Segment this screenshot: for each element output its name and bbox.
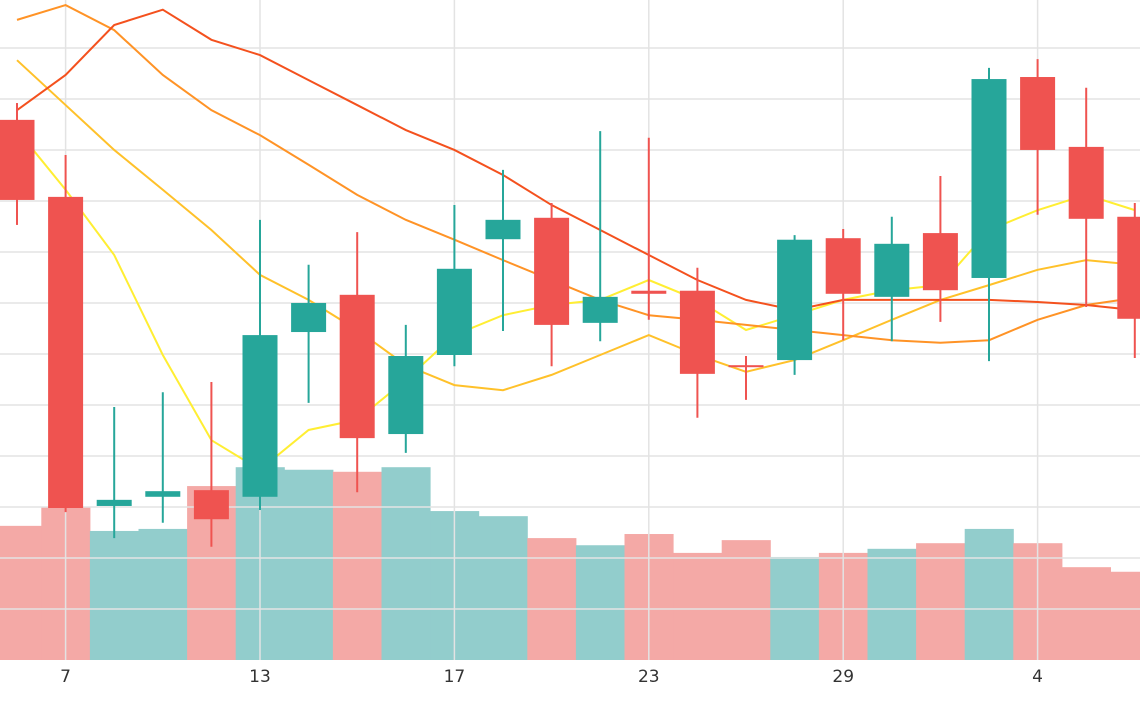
candle-body [388, 356, 424, 435]
candle-body [339, 294, 375, 439]
candle-body [777, 239, 813, 361]
x-tick-label: 23 [638, 667, 660, 687]
volume-bar [1061, 567, 1111, 660]
volume-bar [138, 528, 188, 660]
candle-body [1020, 77, 1056, 150]
candle-body [1117, 216, 1140, 319]
candle-body [436, 268, 472, 355]
candle-body [679, 290, 715, 374]
x-tick-label: 29 [832, 667, 854, 687]
candle-body [242, 335, 278, 497]
candle-body [825, 238, 861, 294]
candle-body [1068, 146, 1104, 219]
candle-body [728, 365, 764, 368]
volume-bar [527, 538, 577, 660]
candle-body [96, 499, 132, 506]
volume-bar [332, 471, 382, 660]
volume-bar [964, 528, 1014, 660]
volume-bar [575, 545, 625, 660]
candle-body [922, 233, 958, 291]
candle-body [193, 490, 229, 520]
x-tick-label: 4 [1032, 667, 1043, 687]
ma-line [16, 8, 1135, 312]
candle-body [48, 196, 84, 509]
candle-body [631, 290, 667, 294]
candle-body [291, 302, 327, 333]
x-tick-label: 17 [444, 667, 466, 687]
candle-body [485, 219, 521, 240]
candle-body [534, 217, 570, 325]
candle-body [874, 243, 910, 297]
volume-bar [721, 540, 771, 660]
volume-bar [1110, 571, 1140, 660]
volume-bar [478, 516, 528, 660]
candle-body [582, 296, 618, 323]
volume-bar [673, 552, 723, 660]
volume-bar [867, 548, 917, 660]
volume-bar [284, 469, 334, 660]
volume-bar [916, 543, 966, 660]
x-tick-label: 13 [249, 667, 271, 687]
candle-body [971, 79, 1007, 278]
plot-area [0, 0, 1140, 660]
ma-line [16, 4, 1135, 344]
volume-bar [381, 467, 431, 660]
candle-body [0, 119, 35, 200]
volume-bar [89, 530, 139, 660]
volume-bar [0, 525, 42, 660]
x-tick-label: 7 [60, 667, 71, 687]
candle-body [145, 491, 181, 497]
ma-line [16, 59, 1135, 392]
